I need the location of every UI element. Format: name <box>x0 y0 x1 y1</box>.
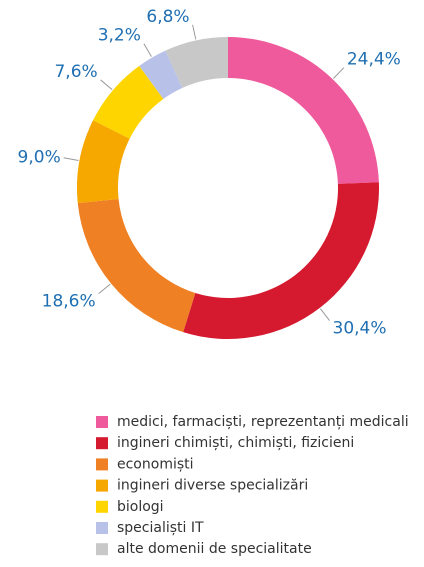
legend-label: ingineri diverse specializări <box>117 478 308 494</box>
donut-slice <box>76 120 130 204</box>
donut-slice <box>228 37 379 184</box>
legend-label: medici, farmaciști, reprezentanți medica… <box>117 414 409 430</box>
legend-label: biologi <box>117 499 164 515</box>
value-label: 30,4% <box>333 319 387 339</box>
leader-line <box>333 67 345 79</box>
leader-line <box>192 24 197 40</box>
leader-line <box>100 79 113 91</box>
value-label: 3,2% <box>98 26 141 46</box>
legend-swatch <box>96 479 108 492</box>
donut-slice <box>139 50 183 100</box>
leader-line <box>98 283 111 295</box>
leader-line <box>63 157 79 161</box>
legend-swatch <box>96 500 108 513</box>
legend-label: specialiști IT <box>117 520 204 536</box>
legend-swatch <box>96 416 108 428</box>
donut-slice <box>93 65 164 139</box>
value-label: 9,0% <box>18 148 61 168</box>
value-label: 24,4% <box>347 50 401 70</box>
value-label: 7,6% <box>54 62 97 82</box>
donut-slice <box>165 37 228 88</box>
legend-swatch <box>96 437 108 450</box>
leader-line <box>320 308 330 321</box>
legend-label: alte domenii de specialitate <box>117 541 312 557</box>
donut-slice <box>77 199 196 333</box>
leader-line <box>143 43 152 57</box>
legend-label: economiști <box>117 456 194 472</box>
legend-swatch <box>96 458 108 471</box>
value-label: 6,8% <box>146 7 189 27</box>
value-label: 18,6% <box>42 292 96 312</box>
legend-swatch <box>96 522 108 534</box>
legend-label: ingineri chimiști, chimiști, fizicieni <box>117 435 354 451</box>
donut-slice <box>183 182 379 339</box>
legend-swatch <box>96 543 108 556</box>
